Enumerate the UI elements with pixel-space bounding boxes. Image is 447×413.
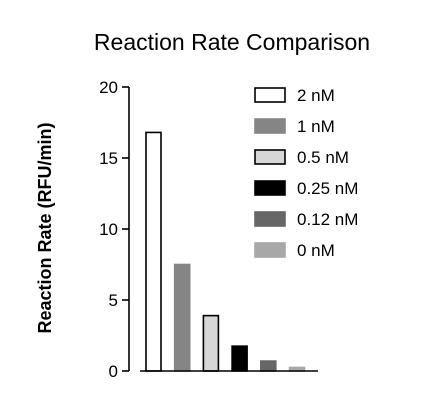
bar-0_5nM <box>202 314 220 372</box>
y-tick-label: 15 <box>99 149 118 168</box>
legend-label: 0.5 nM <box>297 148 349 167</box>
legend-swatch <box>254 87 286 103</box>
y-axis: 0 5 10 15 20 <box>99 78 130 381</box>
bar-0_25nM <box>231 345 248 372</box>
bar-1nM <box>173 263 191 372</box>
legend-swatch <box>254 149 286 165</box>
legend-label: 2 nM <box>297 86 335 105</box>
bar-2nM <box>145 131 162 372</box>
legend-label: 0.25 nM <box>297 179 358 198</box>
y-tick-label: 10 <box>99 220 118 239</box>
legend-label: 0 nM <box>297 241 335 260</box>
legend-swatch <box>254 211 286 227</box>
y-tick-label: 5 <box>109 291 118 310</box>
legend-swatch <box>254 180 286 196</box>
legend-swatch <box>254 242 286 258</box>
legend-swatch <box>254 118 286 134</box>
legend-label: 1 nM <box>297 117 335 136</box>
y-axis-label: Reaction Rate (RFU/min) <box>35 122 55 333</box>
y-tick-label: 20 <box>99 78 118 97</box>
legend-label: 0.12 nM <box>297 210 358 229</box>
y-tick-label: 0 <box>109 362 118 381</box>
bar-0_12nM <box>259 360 277 372</box>
chart-title: Reaction Rate Comparison <box>94 29 370 55</box>
bars <box>145 131 306 372</box>
legend: 2 nM 1 nM 0.5 nM 0.25 nM 0.12 nM 0 nM <box>254 86 358 260</box>
